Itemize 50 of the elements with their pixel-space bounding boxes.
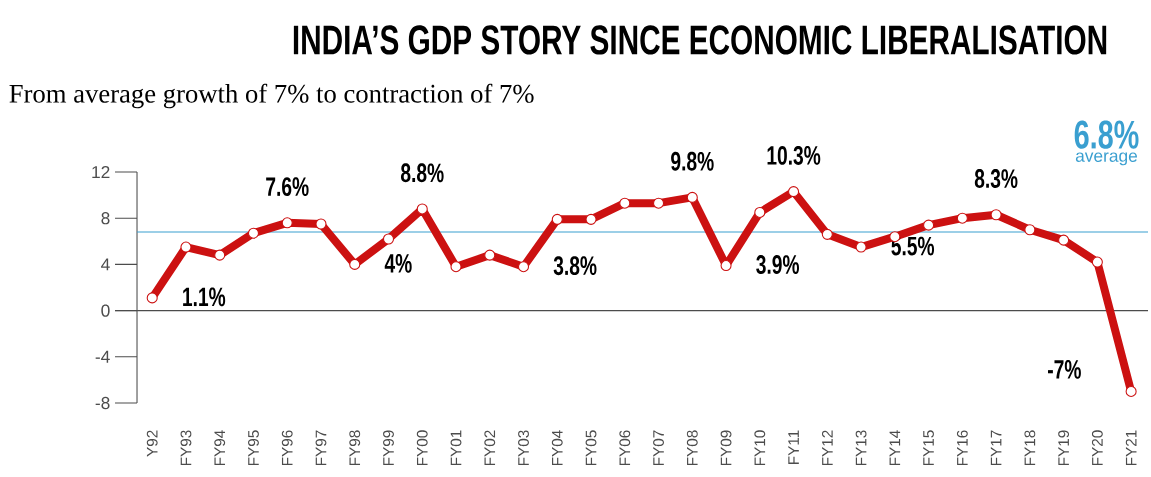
x-tick-label: FY13 — [855, 430, 867, 466]
data-label: -7% — [1048, 360, 1081, 379]
text: average — [1075, 152, 1138, 166]
x-tick-label: FY99 — [383, 430, 394, 466]
data-label: 7.6% — [266, 177, 309, 197]
x-tick-label: FY96 — [281, 430, 293, 466]
chart-title: INDIA’S GDP STORY SINCE ECONOMIC LIBERALISATION — [293, 25, 1107, 55]
ref-line-label: 6.8% — [1074, 120, 1139, 149]
data-label: 10.3% — [767, 146, 821, 165]
data-label: 3.9% — [756, 255, 800, 274]
data-label: 3.8% — [553, 256, 597, 276]
data-label: 8.3% — [974, 169, 1018, 189]
x-tick-label: FY18 — [1024, 430, 1036, 466]
x-tick-label: FY17 — [990, 430, 1002, 466]
x-tick-label: FY94 — [214, 430, 226, 466]
x-tick-label: FY19 — [1058, 430, 1070, 466]
y-tick-label: 8 — [101, 212, 110, 225]
chart-subtitle: From average growth of 7% to contraction of 7% — [9, 83, 534, 109]
x-tick-label: FY21 — [1125, 430, 1137, 466]
x-tick-label: Y92 — [146, 430, 158, 457]
x-tick-label: FY06 — [619, 430, 631, 466]
x-tick-label: FY11 — [788, 430, 799, 464]
x-tick-label: FY97 — [315, 430, 327, 466]
x-tick-label: FY20 — [1091, 430, 1103, 466]
x-tick-label: FY03 — [518, 430, 529, 466]
x-tick-label: FY10 — [754, 430, 766, 466]
x-tick-label: FY01 — [450, 430, 462, 466]
x-tick-label: FY00 — [416, 430, 428, 466]
x-tick-label: FY16 — [956, 430, 968, 466]
x-tick-label: FY15 — [923, 430, 934, 466]
x-tick-label: FY05 — [585, 430, 597, 466]
data-label: 1.1% — [183, 287, 226, 307]
x-tick-label: FY07 — [653, 430, 664, 466]
x-tick-label: FY04 — [551, 430, 563, 466]
y-tick-label: -4 — [95, 350, 110, 363]
data-label: 4% — [384, 254, 412, 273]
y-tick-label: 0 — [101, 304, 110, 317]
x-tick-label: FY14 — [889, 430, 901, 466]
y-tick-label: 4 — [101, 258, 110, 271]
x-tick-label: FY08 — [686, 430, 698, 466]
x-tick-label: FY12 — [821, 430, 833, 466]
x-tick-label: FY95 — [248, 430, 259, 466]
x-tick-label: FY98 — [349, 430, 361, 466]
data-label: 9.8% — [671, 151, 714, 171]
x-tick-label: FY09 — [720, 430, 732, 466]
y-tick-label: 12 — [92, 165, 110, 179]
x-tick-label: FY02 — [484, 430, 496, 466]
y-tick-label: -8 — [95, 396, 110, 410]
data-label: 8.8% — [400, 163, 444, 183]
x-tick-label: FY93 — [180, 430, 192, 466]
